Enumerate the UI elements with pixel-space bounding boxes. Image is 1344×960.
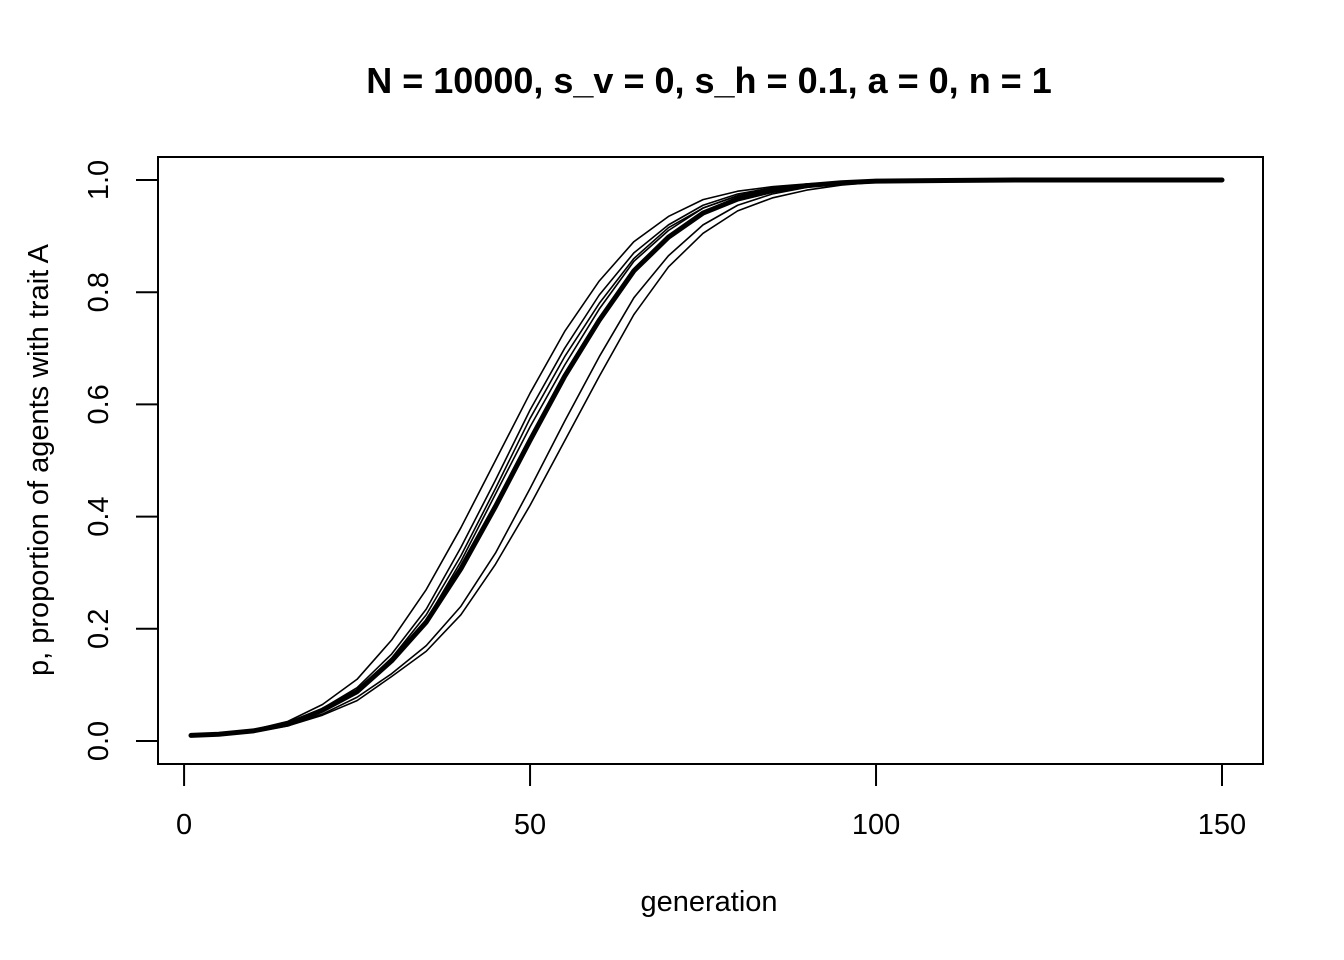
run-line-2 <box>190 179 1222 737</box>
run-line-6 <box>190 179 1222 737</box>
plot-frame <box>157 156 1264 765</box>
x-tick-label: 50 <box>514 809 546 841</box>
y-tick-label: 0.6 <box>83 384 115 424</box>
x-tick-label: 150 <box>1198 809 1246 841</box>
run-line-4 <box>190 179 1222 737</box>
y-axis: 0.0 0.2 0.4 0.6 0.8 1.0 <box>83 160 159 761</box>
y-tick-label: 1.0 <box>83 160 115 200</box>
run-line-3 <box>190 179 1222 737</box>
run-line-1 <box>190 179 1222 737</box>
y-tick-label: 0.0 <box>83 721 115 761</box>
y-tick-label: 0.4 <box>83 496 115 536</box>
x-tick-label: 0 <box>176 809 192 841</box>
mean-line <box>188 177 1225 738</box>
y-tick-label: 0.8 <box>83 272 115 312</box>
run-line-5 <box>190 179 1222 737</box>
x-axis: 0 50 100 150 <box>176 763 1246 841</box>
simulation-runs <box>190 179 1222 737</box>
chart-title: N = 10000, s_v = 0, s_h = 0.1, a = 0, n … <box>366 60 1051 101</box>
x-tick-label: 100 <box>852 809 900 841</box>
y-axis-label: p, proportion of agents with trait A <box>23 243 55 676</box>
x-axis-label: generation <box>640 886 777 918</box>
y-tick-label: 0.2 <box>83 609 115 649</box>
